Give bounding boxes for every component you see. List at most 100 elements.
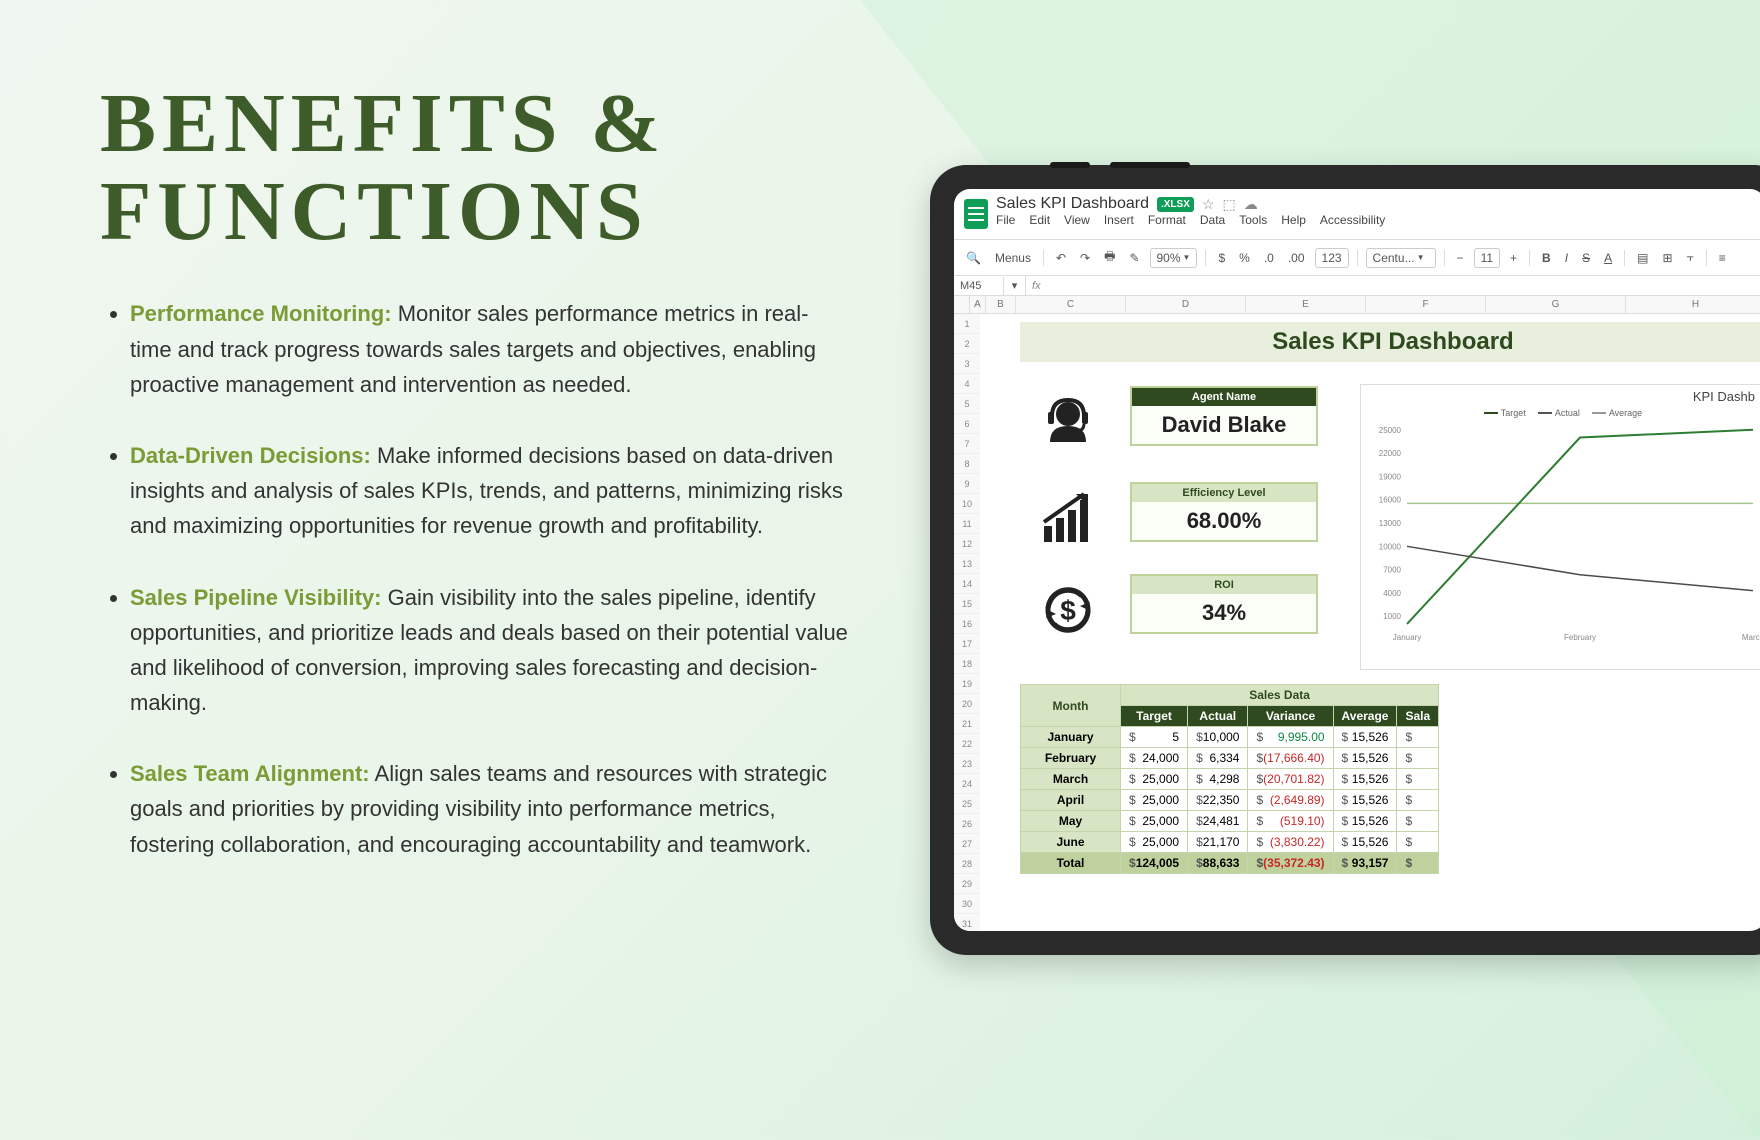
percent-icon[interactable]: % <box>1235 248 1254 268</box>
menu-accessibility[interactable]: Accessibility <box>1320 213 1385 227</box>
bullet-label: Data-Driven Decisions: <box>130 443 371 468</box>
sheets-titlebar: Sales KPI Dashboard .XLSX ☆ ⬚ ☁ FileEdit… <box>954 189 1760 239</box>
row-number[interactable]: 13 <box>954 554 980 574</box>
row-number[interactable]: 6 <box>954 414 980 434</box>
menubar: File Edit View Insert Format Data Tools Help Acc… <box>996 213 1395 233</box>
row-number[interactable]: 24 <box>954 774 980 794</box>
align-icon[interactable]: ≡ <box>1715 248 1730 268</box>
menu-help[interactable]: Help <box>1281 213 1306 227</box>
row-number[interactable]: 31 <box>954 914 980 931</box>
col-header[interactable]: F <box>1366 296 1486 313</box>
row-number[interactable]: 12 <box>954 534 980 554</box>
row-number[interactable]: 19 <box>954 674 980 694</box>
row-number[interactable]: 5 <box>954 394 980 414</box>
row-number[interactable]: 18 <box>954 654 980 674</box>
row-number[interactable]: 1 <box>954 314 980 334</box>
font-size[interactable]: 11 <box>1474 248 1500 268</box>
row-number[interactable]: 15 <box>954 594 980 614</box>
kpi-eff-header: Efficiency Level <box>1132 484 1316 502</box>
borders-icon[interactable]: ⊞ <box>1658 248 1676 268</box>
row-number[interactable]: 9 <box>954 474 980 494</box>
decimal-inc-icon[interactable]: .00 <box>1284 248 1309 268</box>
chart-svg: 1000400070001000013000160001900022000250… <box>1361 418 1760 648</box>
menu-tools[interactable]: Tools <box>1239 213 1267 227</box>
cell-actual: 6,334 <box>1188 748 1248 769</box>
cell-variance: (519.10) <box>1248 811 1333 832</box>
cell-average: 15,526 <box>1333 748 1397 769</box>
col-header[interactable]: H <box>1626 296 1760 313</box>
print-icon[interactable]: 🖶 <box>1100 244 1119 271</box>
col-header[interactable]: B <box>986 296 1016 313</box>
cell-month: May <box>1021 811 1121 832</box>
row-number[interactable]: 30 <box>954 894 980 914</box>
redo-icon[interactable]: ↷ <box>1076 248 1094 268</box>
spreadsheet-grid[interactable]: Sales KPI Dashboard $ Agent Name David B… <box>980 314 1760 931</box>
menu-data[interactable]: Data <box>1200 213 1225 227</box>
menu-edit[interactable]: Edit <box>1029 213 1050 227</box>
search-icon[interactable]: 🔍 <box>962 248 985 268</box>
sheets-logo-icon <box>964 199 988 229</box>
row-number[interactable]: 2 <box>954 334 980 354</box>
zoom-select[interactable]: 90%▼ <box>1150 248 1198 268</box>
row-number[interactable]: 4 <box>954 374 980 394</box>
cell-variance: (17,666.40) <box>1248 748 1333 769</box>
currency-icon[interactable]: $ <box>1214 248 1229 268</box>
col-header[interactable]: E <box>1246 296 1366 313</box>
row-number[interactable]: 16 <box>954 614 980 634</box>
row-number[interactable]: 20 <box>954 694 980 714</box>
cell-target: 5 <box>1121 727 1188 748</box>
svg-text:16000: 16000 <box>1379 496 1402 505</box>
font-inc-icon[interactable]: + <box>1506 248 1521 268</box>
decimal-dec-icon[interactable]: .0 <box>1260 248 1278 268</box>
col-header[interactable]: C <box>1016 296 1126 313</box>
merge-icon[interactable]: ⫟ <box>1683 247 1698 268</box>
undo-icon[interactable]: ↶ <box>1052 248 1070 268</box>
row-number[interactable]: 11 <box>954 514 980 534</box>
col-header[interactable]: A <box>970 296 986 313</box>
cell-actual: 21,170 <box>1188 832 1248 853</box>
text-color-icon[interactable]: A <box>1600 248 1616 268</box>
svg-text:7000: 7000 <box>1383 566 1401 575</box>
menu-insert[interactable]: Insert <box>1104 213 1134 227</box>
font-select[interactable]: Centu...▼ <box>1366 248 1436 268</box>
bullet-label: Sales Pipeline Visibility: <box>130 585 381 610</box>
row-number[interactable]: 14 <box>954 574 980 594</box>
row-number[interactable]: 27 <box>954 834 980 854</box>
number-format[interactable]: 123 <box>1315 248 1349 268</box>
svg-text:10000: 10000 <box>1379 542 1402 551</box>
chart-up-icon <box>1036 486 1100 550</box>
cell-reference[interactable]: M45 <box>954 277 1004 295</box>
benefits-text-block: BENEFITS & FUNCTIONS Performance Monitor… <box>100 80 850 898</box>
menu-file[interactable]: File <box>996 213 1015 227</box>
star-icon[interactable]: ☆ <box>1202 196 1215 213</box>
italic-icon[interactable]: I <box>1561 248 1572 268</box>
cloud-icon[interactable]: ☁ <box>1244 196 1258 213</box>
paint-icon[interactable]: ✎ <box>1125 248 1143 268</box>
toolbar: 🔍 Menus ↶ ↷ 🖶 ✎ 90%▼ $ % .0 .00 123 Cent… <box>954 239 1760 276</box>
row-number[interactable]: 8 <box>954 454 980 474</box>
row-number[interactable]: 7 <box>954 434 980 454</box>
col-header[interactable]: D <box>1126 296 1246 313</box>
menu-format[interactable]: Format <box>1148 213 1186 227</box>
row-number[interactable]: 17 <box>954 634 980 654</box>
row-number[interactable]: 26 <box>954 814 980 834</box>
cell-variance: (2,649.89) <box>1248 790 1333 811</box>
col-header[interactable]: G <box>1486 296 1626 313</box>
cell-month: June <box>1021 832 1121 853</box>
row-number[interactable]: 29 <box>954 874 980 894</box>
cell-dropdown-icon[interactable]: ▾ <box>1004 276 1026 295</box>
row-number[interactable]: 3 <box>954 354 980 374</box>
bold-icon[interactable]: B <box>1538 248 1555 268</box>
row-number[interactable]: 22 <box>954 734 980 754</box>
move-icon[interactable]: ⬚ <box>1222 196 1235 213</box>
menu-view[interactable]: View <box>1064 213 1090 227</box>
row-number[interactable]: 21 <box>954 714 980 734</box>
svg-text:22000: 22000 <box>1379 449 1402 458</box>
fill-icon[interactable]: ▤ <box>1633 248 1652 268</box>
row-number[interactable]: 23 <box>954 754 980 774</box>
strike-icon[interactable]: S <box>1578 248 1594 268</box>
font-dec-icon[interactable]: − <box>1453 248 1468 268</box>
row-number[interactable]: 10 <box>954 494 980 514</box>
row-number[interactable]: 25 <box>954 794 980 814</box>
row-number[interactable]: 28 <box>954 854 980 874</box>
